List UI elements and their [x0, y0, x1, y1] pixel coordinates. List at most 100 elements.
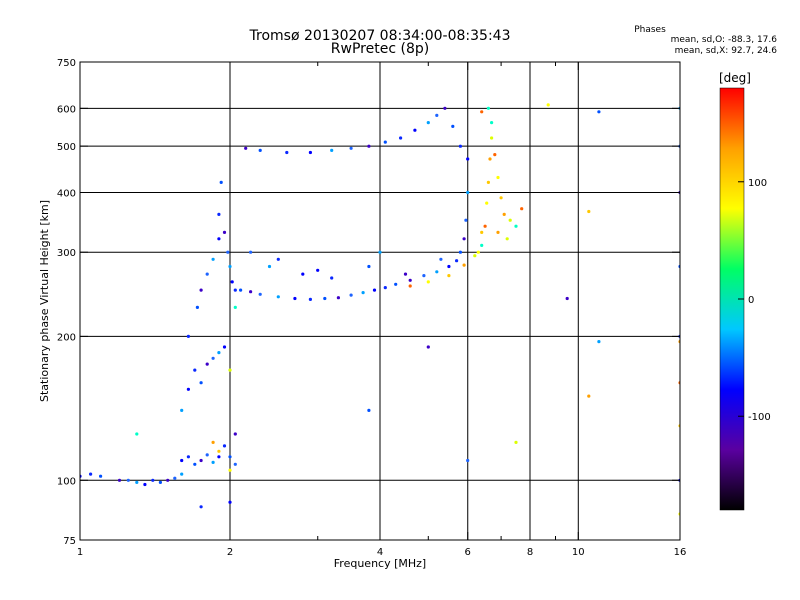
- data-point: [394, 282, 398, 286]
- x-tick-label: 10: [572, 547, 585, 558]
- data-point: [217, 212, 221, 216]
- data-point: [158, 480, 162, 484]
- stats-line-o: mean, sd,O: -88.3, 17.6: [671, 35, 778, 45]
- y-tick-label: 200: [57, 332, 76, 343]
- y-tick-label: 500: [57, 142, 76, 153]
- data-point: [439, 257, 443, 261]
- data-point: [222, 444, 227, 448]
- data-point: [180, 472, 184, 476]
- data-point: [211, 356, 215, 360]
- data-point: [228, 500, 232, 504]
- data-point: [180, 408, 184, 412]
- data-point: [490, 121, 494, 125]
- data-point: [349, 146, 353, 150]
- stats-line-x: mean, sd,X: 92.7, 24.6: [675, 46, 778, 56]
- data-point: [496, 230, 500, 234]
- data-point: [217, 237, 221, 241]
- data-point: [186, 334, 190, 338]
- data-point: [462, 237, 466, 241]
- data-point: [403, 272, 408, 276]
- data-point: [258, 148, 262, 152]
- data-point: [267, 264, 272, 269]
- data-point: [399, 136, 403, 140]
- data-point: [205, 362, 209, 366]
- data-point: [486, 106, 490, 110]
- data-point: [173, 476, 177, 480]
- chart-title: Tromsø 20130207 08:34:00-08:35:43: [249, 28, 511, 44]
- data-point: [230, 280, 234, 284]
- data-point: [211, 257, 215, 261]
- data-point: [508, 218, 512, 222]
- data-point: [89, 472, 93, 476]
- data-point: [435, 270, 439, 274]
- data-point: [219, 180, 223, 184]
- data-point: [367, 264, 371, 269]
- data-point: [466, 190, 470, 195]
- colorbar-label: [deg]: [719, 71, 751, 85]
- data-point: [135, 480, 139, 484]
- data-point: [447, 274, 451, 278]
- x-tick-label: 6: [465, 547, 471, 558]
- data-point: [293, 296, 297, 301]
- data-point: [493, 153, 497, 157]
- data-point: [323, 296, 327, 301]
- data-point: [408, 278, 412, 282]
- y-tick-label: 400: [57, 188, 76, 199]
- x-axis-label: Frequency [MHz]: [334, 557, 426, 570]
- y-tick-label: 300: [57, 248, 76, 259]
- data-point: [276, 295, 280, 299]
- data-point: [361, 291, 365, 295]
- data-point: [258, 292, 262, 296]
- y-axis: 75 100 200 300 400 500 600 750: [57, 58, 680, 547]
- data-point: [505, 237, 509, 241]
- data-point: [226, 250, 230, 254]
- data-point: [244, 146, 248, 150]
- data-point: [301, 272, 305, 276]
- data-point: [383, 286, 387, 290]
- x-tick-label: 8: [527, 547, 533, 558]
- data-point: [233, 305, 237, 309]
- data-point: [330, 276, 334, 280]
- x-tick-label: 1: [77, 547, 83, 558]
- data-point: [233, 288, 237, 292]
- y-tick-label: 75: [63, 536, 76, 547]
- data-point: [205, 272, 209, 276]
- data-point: [193, 462, 197, 466]
- data-point: [451, 124, 455, 128]
- data-point: [597, 110, 601, 114]
- data-point: [514, 224, 518, 228]
- colorbar-ticks: -100 0 100: [738, 178, 771, 423]
- data-point: [443, 106, 447, 110]
- data-point: [308, 297, 312, 301]
- data-point: [502, 212, 506, 216]
- data-point: [426, 345, 430, 349]
- data-point: [480, 230, 484, 234]
- data-point: [211, 460, 215, 464]
- data-point: [308, 150, 312, 155]
- data-point: [587, 209, 591, 214]
- data-point: [486, 180, 490, 184]
- data-point: [276, 257, 280, 261]
- data-point: [217, 449, 221, 453]
- data-point: [222, 345, 227, 349]
- data-point: [180, 458, 184, 463]
- data-point: [426, 280, 430, 284]
- data-point: [239, 288, 243, 292]
- data-point: [126, 478, 130, 482]
- data-point: [565, 296, 569, 301]
- data-point: [151, 478, 155, 482]
- data-point: [205, 453, 209, 457]
- data-point: [413, 128, 417, 132]
- data-point: [466, 458, 470, 463]
- data-point: [228, 468, 232, 472]
- data-point: [458, 144, 462, 148]
- stats-heading: Phases: [634, 25, 666, 35]
- data-point: [228, 264, 232, 269]
- data-point: [426, 121, 430, 125]
- data-point: [199, 505, 203, 509]
- data-point: [488, 157, 492, 161]
- data-point: [372, 288, 377, 292]
- data-point: [336, 296, 340, 300]
- data-point: [367, 408, 371, 412]
